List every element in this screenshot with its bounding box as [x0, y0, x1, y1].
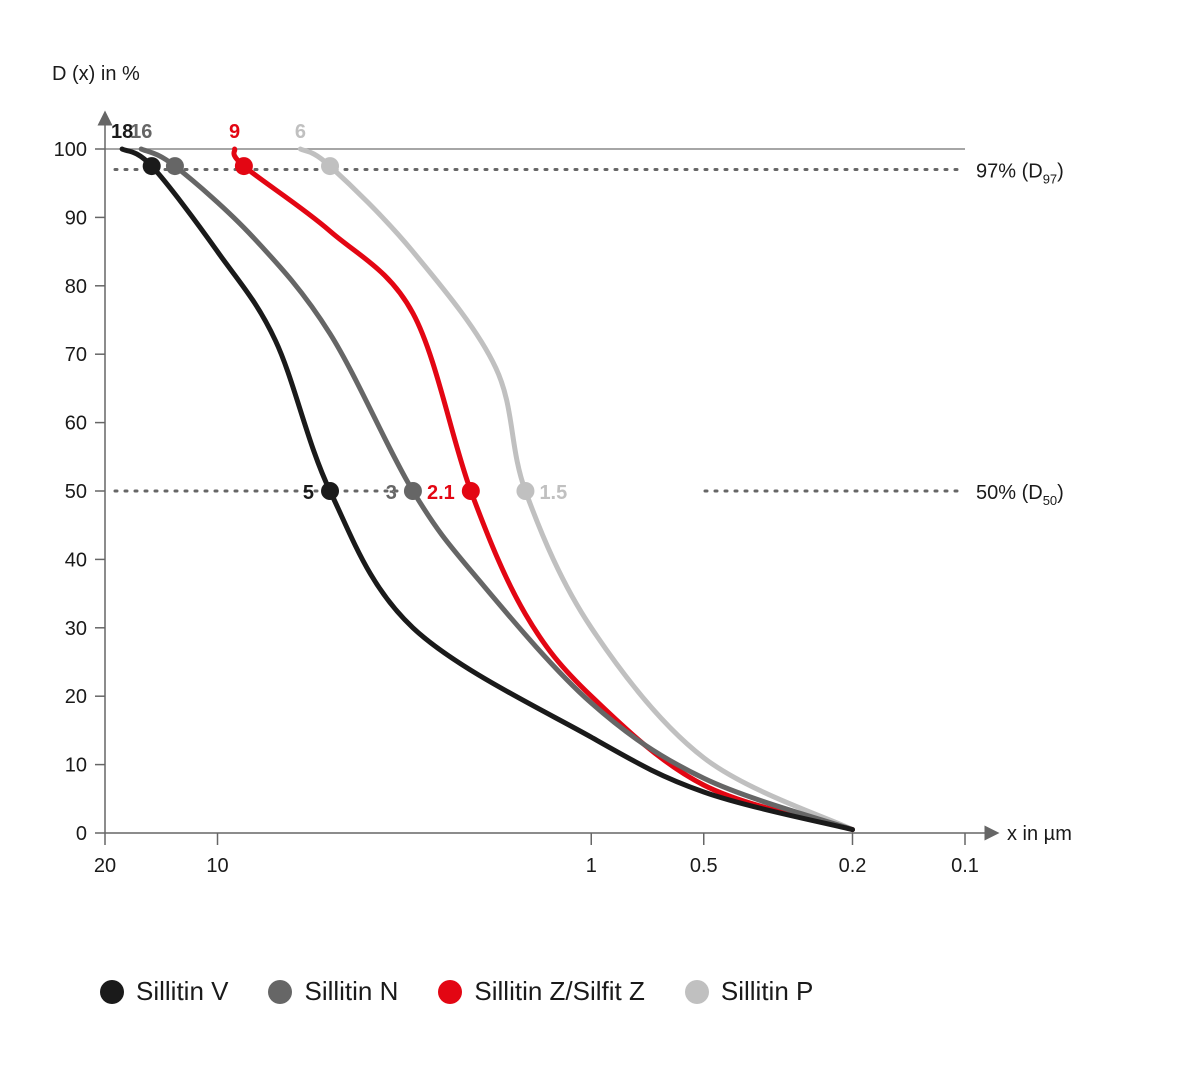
d50-marker-3	[516, 482, 535, 500]
d50-value-label-3: 1.5	[539, 482, 567, 504]
d97-marker-3	[321, 157, 340, 176]
d50-value-label-2: 2.1	[427, 482, 455, 504]
x-tick-label: 20	[94, 855, 116, 877]
legend-label: Sillitin N	[304, 976, 399, 1006]
series-group	[119, 146, 855, 833]
reference-lines: 97% (D97) 50% (D50)	[105, 148, 1064, 508]
ref-line-label: 50% (D50)	[976, 482, 1064, 508]
x-tick-label: 0.2	[839, 855, 867, 877]
legend-label: Sillitin P	[720, 976, 814, 1006]
legend-item-0: Sillitin V	[100, 976, 228, 1007]
top-value-label-3: 6	[295, 121, 306, 143]
y-axis-label: D (x) in %	[52, 63, 140, 85]
ref-line-label: 97% (D97)	[976, 161, 1064, 187]
legend-label: Sillitin V	[136, 976, 229, 1006]
y-tick-label: 10	[65, 755, 87, 777]
series-line-2	[231, 146, 855, 833]
d50-marker-1	[403, 482, 422, 500]
legend-label: Sillitin Z/Silfit Z	[474, 976, 645, 1006]
point-labels: 18 5 16 3 9 2.1 6 1.5	[111, 121, 567, 504]
top-value-label-2: 9	[229, 121, 240, 143]
y-tick-label: 20	[65, 686, 87, 708]
legend: Sillitin V Sillitin N Sillitin Z/Silfit Z S…	[100, 976, 853, 1007]
legend-item-1: Sillitin N	[268, 976, 398, 1007]
d50-value-label-0: 5	[303, 482, 314, 504]
y-tick-label: 80	[65, 276, 87, 298]
axes: D (x) in % x in µm 0 10 20 30 40 50 60 70 80 90 100 2…	[52, 63, 1072, 877]
series-line-3	[297, 146, 855, 833]
series-line-1	[138, 146, 855, 833]
d97-marker-0	[142, 157, 161, 176]
top-value-label-0: 18	[111, 121, 133, 143]
y-tick-label: 30	[65, 618, 87, 640]
particle-size-chart: 97% (D97) 50% (D50) D (x) in % x in µm 0 10 2…	[52, 63, 1072, 877]
y-tick-label: 40	[65, 549, 87, 571]
d97-marker-2	[234, 157, 253, 176]
x-tick-label: 10	[206, 855, 228, 877]
top-value-label-1: 16	[130, 121, 152, 143]
y-tick-label: 0	[76, 823, 87, 845]
legend-swatch	[268, 979, 293, 1004]
d50-marker-0	[321, 482, 340, 500]
y-tick-label: 90	[65, 207, 87, 229]
legend-swatch	[100, 979, 124, 1004]
y-tick-label: 70	[65, 344, 87, 366]
x-tick-label: 0.5	[690, 855, 718, 877]
series-line-0	[119, 146, 855, 833]
y-tick-label: 50	[65, 481, 87, 503]
legend-swatch	[684, 979, 709, 1004]
x-tick-label: 1	[586, 855, 597, 877]
legend-item-3: Sillitin P	[684, 976, 814, 1007]
x-tick-label: 0.1	[951, 855, 979, 877]
legend-swatch	[438, 979, 463, 1004]
y-tick-label: 100	[54, 139, 87, 161]
d50-marker-2	[461, 482, 480, 500]
d97-marker-1	[165, 157, 184, 176]
y-tick-label: 60	[65, 413, 87, 435]
x-axis-label: x in µm	[1007, 823, 1072, 845]
d50-value-label-1: 3	[386, 482, 397, 504]
legend-item-2: Sillitin Z/Silfit Z	[438, 976, 645, 1007]
